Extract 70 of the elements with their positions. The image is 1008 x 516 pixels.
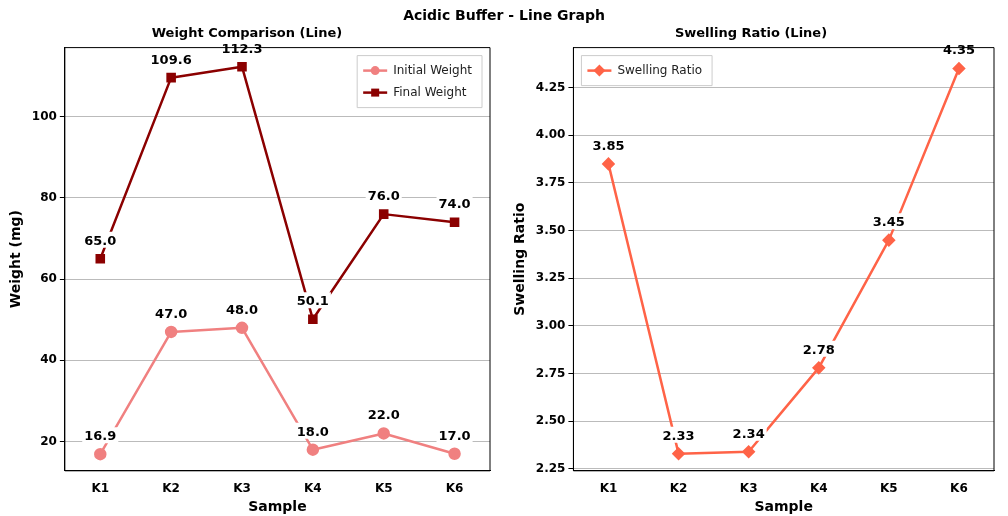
x-tick-label: K3 xyxy=(739,481,758,496)
point xyxy=(672,447,685,460)
point xyxy=(166,72,176,83)
point xyxy=(448,447,461,460)
x-tick-label: K5 xyxy=(880,481,898,496)
x-tick-label: K5 xyxy=(374,481,393,496)
point xyxy=(237,61,247,72)
point xyxy=(449,217,460,228)
y-axis-title: Weight (mg) xyxy=(7,210,24,309)
data-label: 50.1 xyxy=(296,293,329,309)
point xyxy=(742,445,755,458)
data-label: 47.0 xyxy=(155,305,188,321)
point xyxy=(377,427,390,440)
point xyxy=(882,233,896,247)
data-label: 65.0 xyxy=(84,232,117,248)
point xyxy=(306,443,320,456)
data-label: 3.85 xyxy=(592,137,625,153)
data-label: 76.0 xyxy=(367,187,400,203)
y-tick-label: 80 xyxy=(40,190,57,204)
x-tick-label: K4 xyxy=(809,481,828,496)
point xyxy=(94,447,107,461)
x-tick-label: K6 xyxy=(950,481,968,496)
data-label: 18.0 xyxy=(296,423,329,439)
point xyxy=(952,62,966,75)
data-label: 17.0 xyxy=(438,427,471,443)
data-label: 3.45 xyxy=(872,214,905,230)
x-tick-label: K2 xyxy=(162,481,180,496)
y-tick-label: 3.75 xyxy=(535,175,566,190)
y-tick-label: 2.75 xyxy=(535,365,566,380)
legend-label: Final Weight xyxy=(393,84,467,99)
y-tick-label: 2.50 xyxy=(535,413,566,428)
legend-label: Swelling Ratio xyxy=(617,62,703,77)
point xyxy=(812,361,825,375)
y-tick-label: 60 xyxy=(40,271,57,286)
data-label: 2.34 xyxy=(732,425,765,441)
y-tick-label: 100 xyxy=(31,108,57,123)
data-label: 48.0 xyxy=(225,301,259,317)
text: Acidic Buffer - Line Graph xyxy=(402,6,606,25)
point xyxy=(235,321,249,335)
x-tick-label: K2 xyxy=(669,481,688,496)
data-label: 2.33 xyxy=(662,427,695,443)
y-tick-label: 4.25 xyxy=(535,79,566,94)
point xyxy=(308,314,318,325)
data-label: 2.78 xyxy=(802,341,835,357)
legend-label: Initial Weight xyxy=(393,62,473,77)
y-tick-label: 3.00 xyxy=(535,318,566,333)
data-label: 74.0 xyxy=(438,196,471,212)
point xyxy=(602,157,615,171)
x-axis-title: Sample xyxy=(754,498,813,515)
x-tick-label: K1 xyxy=(91,481,110,496)
y-tick-label: 2.25 xyxy=(535,461,566,476)
y-tick-label: 40 xyxy=(40,352,57,367)
y-tick-label: 20 xyxy=(40,433,57,448)
point xyxy=(378,209,389,219)
y-tick-label: 4.00 xyxy=(535,127,566,142)
data-label: 16.9 xyxy=(84,428,117,444)
point xyxy=(164,325,178,339)
y-tick-label: 3.50 xyxy=(535,222,566,237)
point xyxy=(95,254,106,264)
data-label: 109.6 xyxy=(150,51,192,67)
data-label: 22.0 xyxy=(367,407,400,423)
x-tick-label: K3 xyxy=(233,481,251,496)
x-tick-label: K1 xyxy=(599,481,618,496)
x-axis-title: Sample xyxy=(248,498,307,515)
y-axis-title: Swelling Ratio xyxy=(511,202,528,316)
y-tick-label: 3.25 xyxy=(535,270,566,285)
x-tick-label: K4 xyxy=(304,481,322,496)
x-tick-label: K6 xyxy=(445,481,464,496)
chart-title: Swelling Ratio (Line) xyxy=(674,25,828,41)
chart-title: Weight Comparison (Line) xyxy=(151,25,343,41)
